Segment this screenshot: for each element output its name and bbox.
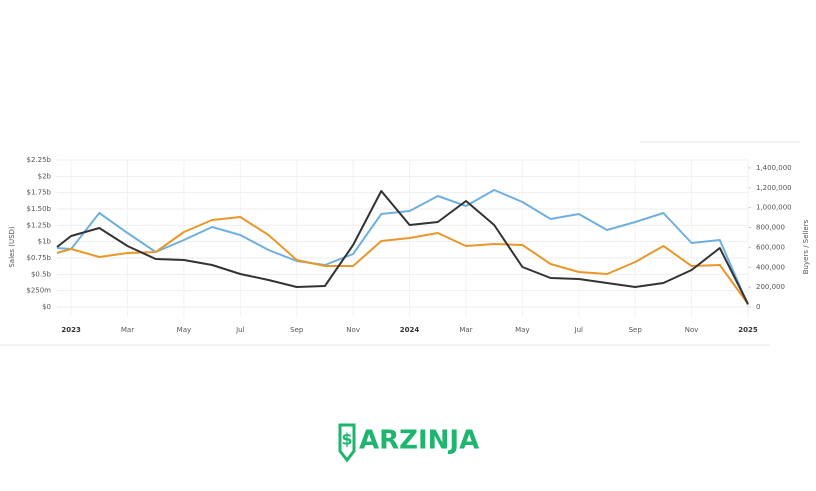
y-tick-label: $1b [38,238,52,246]
x-tick-label: 2023 [61,326,81,334]
x-tick-label: Sep [629,326,643,334]
x-tick-label: May [177,326,191,334]
y2-tick-label: 1,000,000 [756,204,792,212]
x-tick-label: Mar [121,326,134,334]
y-tick-label: $0 [42,303,51,311]
x-tick-label: Nov [685,326,699,334]
logo-icon-glyph: $ [341,430,352,449]
y2-axis-label: Buyers / Sellers [802,219,810,274]
line-series [56,190,749,305]
x-tick-label: 2025 [738,326,758,334]
line-series [56,189,749,306]
x-tick-label: 2024 [400,326,420,334]
x-tick-label: May [515,326,529,334]
y-tick-label: $0.5b [31,270,52,278]
y-tick-label: $2b [38,172,52,180]
x-tick-label: Mar [459,326,472,334]
line-series [56,216,749,305]
logo: $ ARZINJA [338,423,479,463]
logo-text: ARZINJA [359,426,479,456]
x-tick-label: Jul [574,326,584,334]
y-tick-label: $1.50b [27,205,52,213]
y-tick-label: $250m [26,287,51,295]
y2-tick-label: 1,400,000 [756,164,792,172]
y-tick-label: $1.75b [27,189,52,197]
y2-tick-label: 600,000 [756,243,785,251]
logo-icon [338,423,356,463]
y2-tick-label: 200,000 [756,283,785,291]
y2-tick-label: 400,000 [756,263,785,271]
x-tick-label: Sep [290,326,304,334]
x-tick-label: Jul [235,326,245,334]
y2-tick-label: 1,200,000 [756,184,792,192]
y-tick-label: $0.75b [27,254,52,262]
y2-tick-label: 0 [756,303,760,311]
y-tick-label: $2.25b [27,156,52,164]
y2-tick-label: 800,000 [756,224,785,232]
y-axis-label: Sales (USD) [8,226,16,268]
x-tick-label: Nov [346,326,360,334]
y-tick-label: $1.25b [27,221,52,229]
